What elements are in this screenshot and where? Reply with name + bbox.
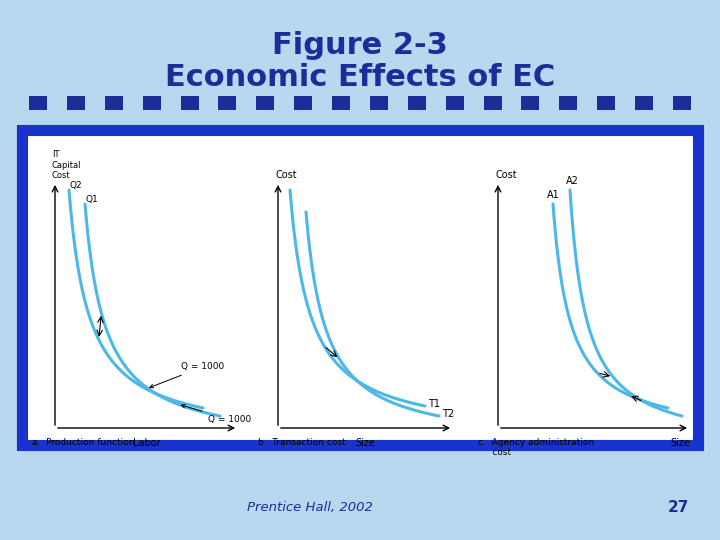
Text: IT
Capital
Cost: IT Capital Cost — [52, 150, 81, 180]
FancyBboxPatch shape — [370, 96, 388, 110]
FancyBboxPatch shape — [29, 96, 47, 110]
Text: A1: A1 — [546, 190, 559, 200]
FancyBboxPatch shape — [67, 96, 85, 110]
Text: Q = 1000: Q = 1000 — [150, 362, 225, 388]
Text: Q = 1000: Q = 1000 — [181, 404, 251, 423]
Text: 27: 27 — [667, 501, 689, 516]
FancyBboxPatch shape — [521, 96, 539, 110]
Text: Economic Effects of EC: Economic Effects of EC — [165, 64, 555, 92]
Text: T2: T2 — [442, 409, 454, 419]
Text: Cost: Cost — [276, 170, 297, 180]
Text: T1: T1 — [428, 399, 440, 409]
FancyBboxPatch shape — [332, 96, 350, 110]
Text: A2: A2 — [566, 176, 578, 186]
FancyBboxPatch shape — [256, 96, 274, 110]
FancyBboxPatch shape — [597, 96, 615, 110]
FancyBboxPatch shape — [408, 96, 426, 110]
FancyBboxPatch shape — [181, 96, 199, 110]
FancyBboxPatch shape — [294, 96, 312, 110]
FancyBboxPatch shape — [105, 96, 123, 110]
Text: b.  Transaction cost: b. Transaction cost — [258, 438, 346, 447]
FancyBboxPatch shape — [559, 96, 577, 110]
Text: Cost: Cost — [496, 170, 518, 180]
Text: Q2: Q2 — [70, 181, 83, 190]
FancyBboxPatch shape — [484, 96, 502, 110]
Text: Figure 2-3: Figure 2-3 — [272, 30, 448, 59]
Text: Size: Size — [670, 438, 690, 448]
FancyBboxPatch shape — [673, 96, 691, 110]
FancyBboxPatch shape — [143, 96, 161, 110]
Text: Prentice Hall, 2002: Prentice Hall, 2002 — [247, 502, 373, 515]
FancyBboxPatch shape — [218, 96, 236, 110]
Text: Size: Size — [356, 438, 375, 448]
Text: Labor: Labor — [132, 438, 161, 448]
FancyBboxPatch shape — [446, 96, 464, 110]
Text: a.  Production function: a. Production function — [32, 438, 135, 447]
Text: c.  Agency administration
     cost: c. Agency administration cost — [478, 438, 594, 457]
Text: Q1: Q1 — [86, 195, 99, 204]
FancyBboxPatch shape — [635, 96, 653, 110]
FancyBboxPatch shape — [22, 130, 698, 445]
